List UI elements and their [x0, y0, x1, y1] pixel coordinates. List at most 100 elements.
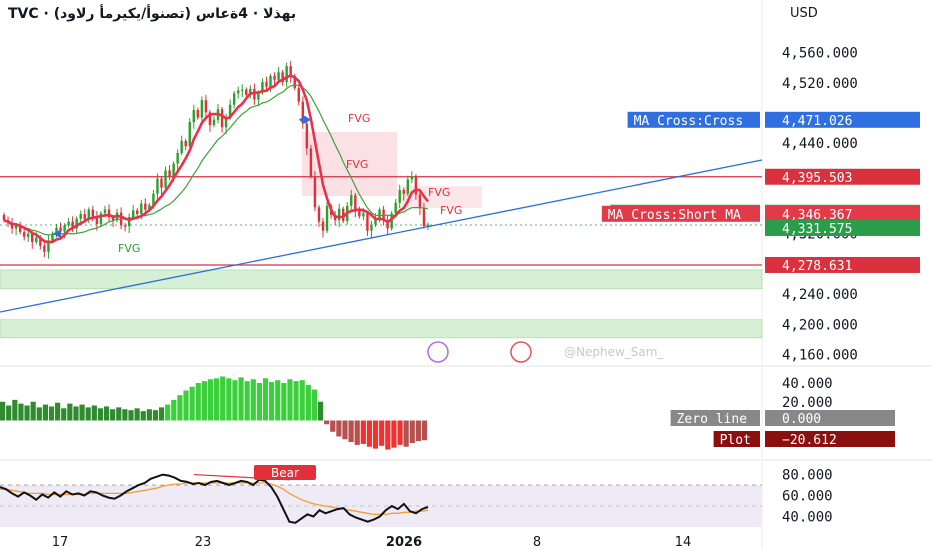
candle-body: [71, 221, 74, 229]
fvg-label: FVG: [346, 158, 368, 171]
candle-body: [317, 207, 321, 222]
histogram-bar: [122, 409, 128, 421]
candle-body: [406, 179, 410, 194]
candle-body: [301, 101, 305, 124]
candle-body: [208, 112, 212, 126]
histogram-bar: [262, 378, 269, 421]
candle-body: [148, 205, 151, 210]
time-axis-label: 14: [675, 535, 692, 550]
candle-body: [55, 227, 58, 234]
oscillator-tag-label-bg: [713, 431, 760, 447]
histogram-bar: [214, 378, 220, 421]
ma-tag-value: 4,471.026: [782, 114, 852, 129]
candle-body: [164, 170, 167, 188]
histogram-bar: [97, 408, 104, 421]
histogram-bar: [207, 379, 214, 421]
histogram-bar: [48, 406, 55, 421]
candle-body: [156, 178, 159, 194]
candle-body: [362, 213, 365, 217]
candle-body: [321, 221, 325, 231]
candle-body: [366, 213, 369, 231]
candle-body: [257, 92, 260, 100]
candle-body: [168, 170, 171, 177]
histogram-bar: [311, 389, 318, 421]
candle-body: [63, 225, 66, 232]
hline-value: 4,395.503: [782, 171, 852, 186]
candle-body: [176, 152, 179, 164]
histogram-bar: [146, 409, 152, 421]
histogram-bar: [299, 380, 305, 421]
candle-body: [374, 218, 377, 225]
candle-body: [273, 76, 276, 80]
price-axis-tick: 4,240.000: [782, 287, 858, 303]
candle-body: [67, 221, 70, 226]
candle-body: [313, 176, 317, 208]
oscillator-tag-label-bg: [670, 410, 760, 426]
histogram-bar: [391, 420, 397, 448]
histogram-bar: [226, 378, 232, 421]
histogram-bar: [385, 420, 391, 450]
oscillator-tag-value-bg: [765, 431, 895, 447]
candle-body: [111, 217, 115, 221]
ma-tag-label-bg: [601, 205, 760, 222]
histogram-bar: [79, 404, 85, 421]
rsi-axis-tick: 80.000: [782, 468, 833, 484]
candle-body: [358, 210, 361, 217]
candle-body: [341, 208, 345, 221]
hline-value: 4,278.631: [782, 259, 852, 274]
histogram-bar: [201, 381, 207, 421]
rsi-axis-tick: 40.000: [782, 509, 833, 525]
candle-body: [297, 88, 300, 102]
histogram-bar: [372, 420, 379, 449]
current-price-bg: [765, 219, 920, 236]
fvg-label: FVG: [118, 242, 140, 255]
time-axis-label: 8: [533, 535, 541, 550]
candle-body: [212, 119, 216, 126]
candle-body: [386, 220, 389, 229]
candle-body: [22, 232, 26, 237]
histogram-bar: [317, 401, 324, 421]
histogram-bar: [183, 390, 189, 421]
histogram-bar: [293, 381, 299, 421]
candle-body: [132, 210, 135, 218]
time-axis-label: 23: [195, 535, 212, 550]
candle-body: [228, 104, 232, 118]
candle-body: [188, 122, 191, 147]
histogram-bar: [366, 420, 373, 447]
candle-body: [107, 209, 111, 218]
candle-body: [47, 240, 50, 252]
candle-body: [350, 195, 353, 206]
histogram-bar: [336, 420, 342, 437]
candle-body: [27, 233, 30, 237]
chart-title: TVC · (تصنوأ/يكيرمأ رلاود) بهذلا · 4ةعاس: [8, 4, 296, 22]
histogram-bar: [177, 395, 183, 421]
oscillator-tag-value: −20.612: [782, 433, 837, 448]
candle-body: [75, 218, 78, 229]
candle-body: [418, 194, 422, 209]
candle-body: [398, 189, 401, 203]
candle-body: [43, 245, 46, 252]
watermark-logo-icon: [510, 341, 532, 363]
candle-body: [245, 89, 248, 95]
histogram-bar: [24, 405, 30, 421]
bear-label-bg: [254, 465, 316, 480]
candle-body: [79, 214, 82, 219]
histogram-bar: [18, 403, 24, 421]
candle-body: [95, 216, 99, 224]
histogram-bar: [330, 420, 336, 432]
candle-body: [192, 109, 196, 123]
candle-body: [200, 100, 204, 118]
oscillator-tag-value: 0.000: [782, 412, 821, 427]
histogram-bar: [250, 379, 256, 421]
oscillator-axis-tick: 20.000: [782, 395, 833, 411]
candle-body: [99, 213, 103, 224]
histogram-bar: [421, 420, 428, 441]
candle-body: [378, 209, 381, 219]
candle-body: [152, 193, 155, 206]
ma-tag-label: MA Cross:Short MA: [608, 208, 741, 223]
histogram-bar: [6, 405, 12, 421]
candle-body: [184, 140, 187, 147]
candle-body: [325, 205, 329, 231]
histogram-bar: [110, 409, 116, 421]
